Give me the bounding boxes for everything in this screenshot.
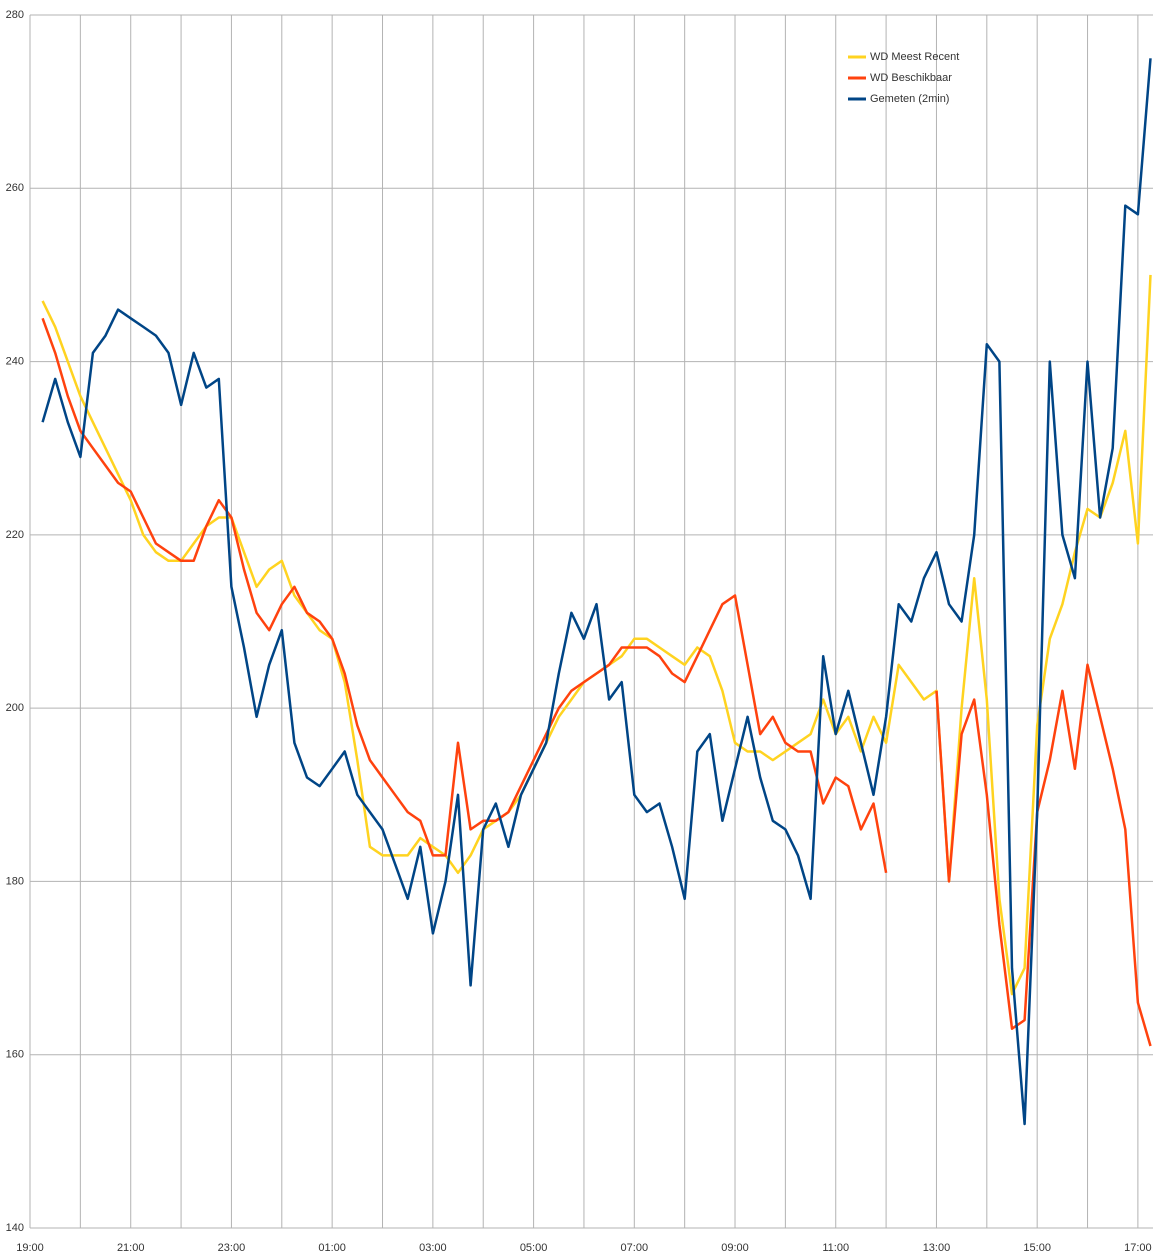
x-tick-label: 21:00 — [117, 1242, 145, 1254]
x-tick-label: 05:00 — [520, 1242, 548, 1254]
x-tick-label: 13:00 — [923, 1242, 951, 1254]
x-tick-label: 23:00 — [218, 1242, 246, 1254]
y-tick-label: 280 — [6, 9, 24, 21]
x-tick-label: 19:00 — [16, 1242, 44, 1254]
y-tick-label: 140 — [6, 1222, 24, 1234]
y-tick-label: 160 — [6, 1049, 24, 1061]
y-tick-label: 220 — [6, 529, 24, 541]
y-tick-label: 180 — [6, 875, 24, 887]
series-line — [41, 58, 1152, 1126]
legend-label: Gemeten (2min) — [870, 93, 949, 105]
legend-label: WD Meest Recent — [870, 51, 959, 63]
legend: WD Meest Recent WD Beschikbaar Gemeten (2m… — [848, 51, 959, 105]
y-tick-label: 240 — [6, 355, 24, 367]
x-tick-label: 03:00 — [419, 1242, 447, 1254]
y-tick-label: 200 — [6, 702, 24, 714]
x-tick-label: 07:00 — [621, 1242, 649, 1254]
x-tick-label: 09:00 — [721, 1242, 749, 1254]
y-tick-label: 260 — [6, 182, 24, 194]
x-tick-label: 17:00 — [1124, 1242, 1152, 1254]
legend-label: WD Beschikbaar — [870, 72, 952, 84]
x-tick-label: 11:00 — [822, 1242, 849, 1254]
series-line — [41, 317, 1152, 1047]
x-tick-label: 15:00 — [1023, 1242, 1051, 1254]
x-tick-label: 01:00 — [318, 1242, 346, 1254]
